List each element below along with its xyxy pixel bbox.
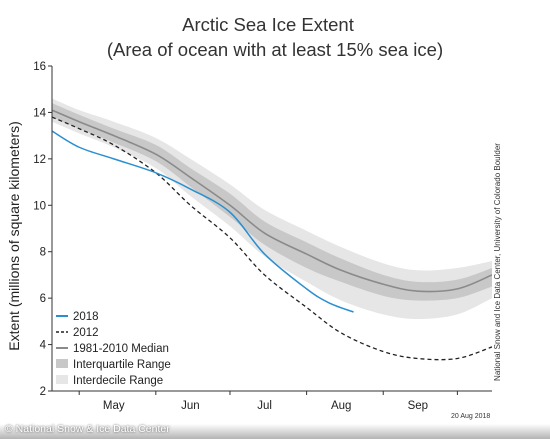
series-line-2018 (52, 130, 354, 313)
x-tick-label: Sep (408, 400, 428, 412)
legend-label-2018: 2018 (73, 311, 99, 323)
legend-swatch-interdecile-range (56, 375, 68, 384)
chart-subtitle: (Area of ocean with at least 15% sea ice… (107, 39, 443, 60)
y-tick-label: 16 (33, 61, 46, 73)
chart-title: Arctic Sea Ice Extent (182, 14, 354, 35)
watermark-text: © National Snow & Ice Data Center (5, 423, 170, 435)
y-tick-label: 6 (40, 293, 46, 305)
legend-swatch-interquartile-range (56, 359, 68, 368)
y-tick-label: 14 (33, 107, 46, 119)
y-axis-label: Extent (millions of square kilometers) (6, 121, 22, 351)
legend-label-interdecile-range: Interdecile Range (73, 375, 163, 387)
plot-area (52, 98, 492, 361)
y-tick-label: 10 (33, 200, 46, 212)
x-tick-label: Aug (331, 400, 351, 412)
series-line-2012 (52, 116, 492, 361)
legend: 2018 2012 1981-2010 Median Interquartile Ra… (56, 311, 171, 387)
series-line-1981-2010-median (52, 109, 492, 293)
legend-label-interquartile-range: Interquartile Range (73, 359, 171, 371)
watermark-strip (0, 424, 550, 439)
date-stamp: 20 Aug 2018 (451, 413, 490, 420)
band-interquartile-range (52, 103, 492, 301)
x-tick-label: Jun (181, 400, 200, 412)
x-tick-label: May (103, 400, 125, 412)
axes: 2 4 6 8 10 12 14 16 May Jun Jul Aug Sep (33, 61, 492, 412)
y-tick-label: 12 (33, 154, 46, 166)
legend-label-2012: 2012 (73, 327, 99, 339)
legend-label-1981-2010-median: 1981-2010 Median (73, 343, 169, 355)
y-tick-label: 8 (40, 247, 46, 259)
x-tick-label: Jul (257, 400, 272, 412)
y-tick-label: 4 (40, 340, 47, 352)
credit-label: National Snow and Ice Data Center, Unive… (493, 143, 502, 381)
y-tick-label: 2 (40, 386, 46, 398)
